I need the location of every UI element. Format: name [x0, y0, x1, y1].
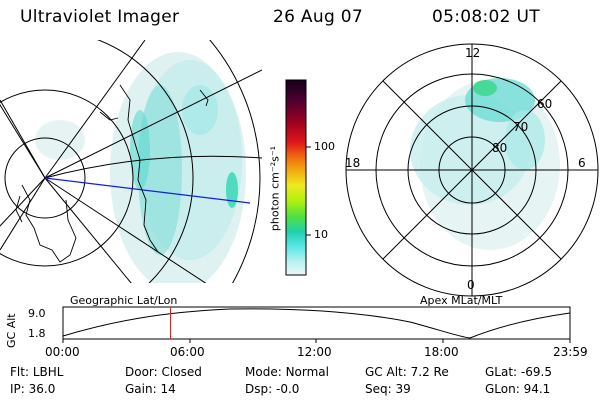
mlat-label-60: 60: [537, 97, 553, 111]
mlt-label-12: 12: [465, 46, 481, 60]
altitude-xticks: [62, 339, 571, 343]
terminator-line: [44, 155, 262, 179]
info-seq-key: Seq:: [365, 382, 392, 396]
altitude-xtick-0600: 06:00: [170, 345, 205, 359]
info-mode: Mode: Normal: [245, 365, 329, 379]
info-ip-value: 36.0: [28, 382, 56, 396]
info-seq-value: 39: [395, 382, 411, 396]
info-mode-value: Normal: [285, 365, 329, 379]
altitude-ylabel: GC Alt: [5, 313, 18, 348]
aurora-intensity-left: [35, 52, 246, 283]
info-glon-value: 94.1: [523, 382, 551, 396]
coastline: [15, 84, 209, 263]
right-map-caption: Apex MLat/MLT: [420, 294, 503, 307]
altitude-xtick-2359: 23:59: [553, 345, 588, 359]
info-ip-key: IP:: [10, 382, 25, 396]
info-glat-key: GLat:: [485, 365, 518, 379]
satellite-track: [44, 177, 251, 204]
mlt-label-6: 6: [578, 156, 586, 170]
geographic-map: [0, 40, 262, 283]
info-dsp-value: -0.0: [275, 382, 300, 396]
info-dsp: Dsp: -0.0: [245, 382, 299, 396]
info-glat: GLat: -69.5: [485, 365, 552, 379]
altitude-frame: [62, 306, 571, 340]
info-gcalt: GC Alt: 7.2 Re: [365, 365, 449, 379]
info-seq: Seq: 39: [365, 382, 411, 396]
info-flt-value: LBHL: [32, 365, 64, 379]
info-flt: Flt: LBHL: [10, 365, 63, 379]
info-gain-value: 14: [160, 382, 176, 396]
time-label: 05:08:02 UT: [432, 7, 540, 27]
info-gain: Gain: 14: [125, 382, 176, 396]
info-glon-key: GLon:: [485, 382, 520, 396]
info-door: Door: Closed: [125, 365, 202, 379]
info-gain-key: Gain:: [125, 382, 157, 396]
info-glon: GLon: 94.1: [485, 382, 550, 396]
altitude-xtick-1200: 12:00: [297, 345, 332, 359]
app-title: Ultraviolet Imager: [20, 7, 180, 27]
info-gcalt-value: 7.2 Re: [410, 365, 449, 379]
colorbar-label-10: 10: [314, 228, 328, 241]
info-dsp-key: Dsp:: [245, 382, 273, 396]
mlt-label-0: 0: [467, 278, 475, 292]
lat-circles: [0, 40, 261, 283]
info-mode-key: Mode:: [245, 365, 282, 379]
mlt-label-18: 18: [345, 156, 361, 170]
info-glat-value: -69.5: [520, 365, 552, 379]
lon-lines: [0, 40, 262, 283]
mlat-label-80: 80: [492, 141, 508, 155]
colorbar-unit-label: photon cm⁻²s⁻¹: [268, 145, 282, 232]
left-map-caption: Geographic Lat/Lon: [70, 294, 178, 307]
colorbar-label-100: 100: [314, 140, 335, 153]
colorbar: [285, 79, 307, 276]
info-ip: IP: 36.0: [10, 382, 55, 396]
info-door-key: Door:: [125, 365, 158, 379]
altitude-ytick-9: 9.0: [28, 307, 46, 320]
date-label: 26 Aug 07: [273, 7, 363, 27]
altitude-xtick-0000: 00:00: [45, 345, 80, 359]
info-gcalt-key: GC Alt:: [365, 365, 407, 379]
altitude-xtick-1800: 18:00: [424, 345, 459, 359]
mlat-label-70: 70: [513, 120, 529, 134]
altitude-ytick-1.8: 1.8: [28, 327, 46, 340]
altitude-plot: [62, 306, 571, 343]
altitude-curve: [62, 308, 571, 339]
info-flt-key: Flt:: [10, 365, 29, 379]
info-door-value: Closed: [161, 365, 202, 379]
mlt-lines: [346, 44, 598, 296]
